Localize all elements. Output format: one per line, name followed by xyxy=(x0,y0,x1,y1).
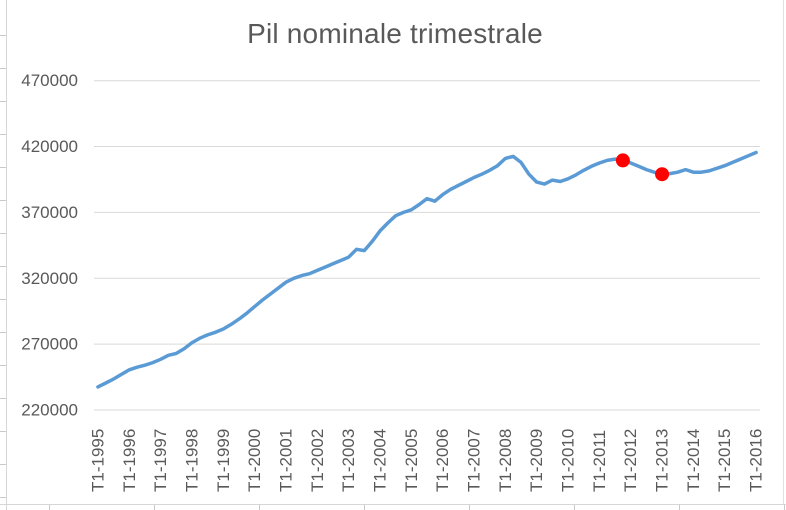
y-tick-label: 470000 xyxy=(21,71,78,90)
event-marker-dot xyxy=(655,167,670,182)
y-tick-label: 420000 xyxy=(21,137,78,156)
y-gridlines xyxy=(94,80,760,411)
y-axis-labels: 220000 270000 320000 370000 420000 470000 xyxy=(21,71,78,419)
x-tick-label: T1-2008 xyxy=(496,429,515,492)
x-tick-label: T1-1999 xyxy=(214,429,233,492)
spreadsheet-gridline-right xyxy=(783,0,784,505)
x-tick-label: T1-2005 xyxy=(402,429,421,492)
x-tick-label: T1-2003 xyxy=(339,429,358,492)
x-tick-label: T1-2007 xyxy=(465,429,484,492)
y-tick-label: 220000 xyxy=(21,401,78,420)
x-tick-label: T1-2011 xyxy=(590,430,609,492)
y-tick-label: 370000 xyxy=(21,203,78,222)
y-tick-label: 320000 xyxy=(21,269,78,288)
x-tick-label: T1-2006 xyxy=(433,429,452,492)
x-tick-label: T1-2004 xyxy=(370,429,389,492)
x-tick-label: T1-2012 xyxy=(621,429,640,492)
y-tick-label: 270000 xyxy=(21,335,78,354)
x-tick-label: T1-2016 xyxy=(747,429,766,492)
spreadsheet-row-ticks xyxy=(0,0,6,504)
event-marker-dot xyxy=(615,153,630,168)
spreadsheet-column-ticks xyxy=(0,505,786,510)
event-markers xyxy=(615,153,670,182)
x-tick-label: T1-1995 xyxy=(88,429,107,492)
x-axis-labels: T1-1995 T1-1996 T1-1997 T1-1998 T1-1999 T1-20… xyxy=(88,429,765,492)
x-tick-label: T1-2015 xyxy=(715,429,734,492)
x-tick-label: T1-2014 xyxy=(684,429,703,492)
spreadsheet-gridline-left xyxy=(6,0,7,510)
x-tick-label: T1-2000 xyxy=(245,429,264,492)
spreadsheet-gridline-bottom xyxy=(0,504,786,505)
x-tick-label: T1-2009 xyxy=(527,429,546,492)
x-tick-label: T1-1996 xyxy=(120,429,139,492)
x-tick-label: T1-1997 xyxy=(151,429,170,492)
x-tick-label: T1-2001 xyxy=(276,429,295,492)
x-tick-label: T1-1998 xyxy=(182,429,201,492)
x-tick-label: T1-2002 xyxy=(308,429,327,492)
chart-title: Pil nominale trimestrale xyxy=(247,18,543,49)
x-tick-label: T1-2013 xyxy=(653,429,672,492)
x-tick-label: T1-2010 xyxy=(559,429,578,492)
gdp-line xyxy=(96,150,758,389)
